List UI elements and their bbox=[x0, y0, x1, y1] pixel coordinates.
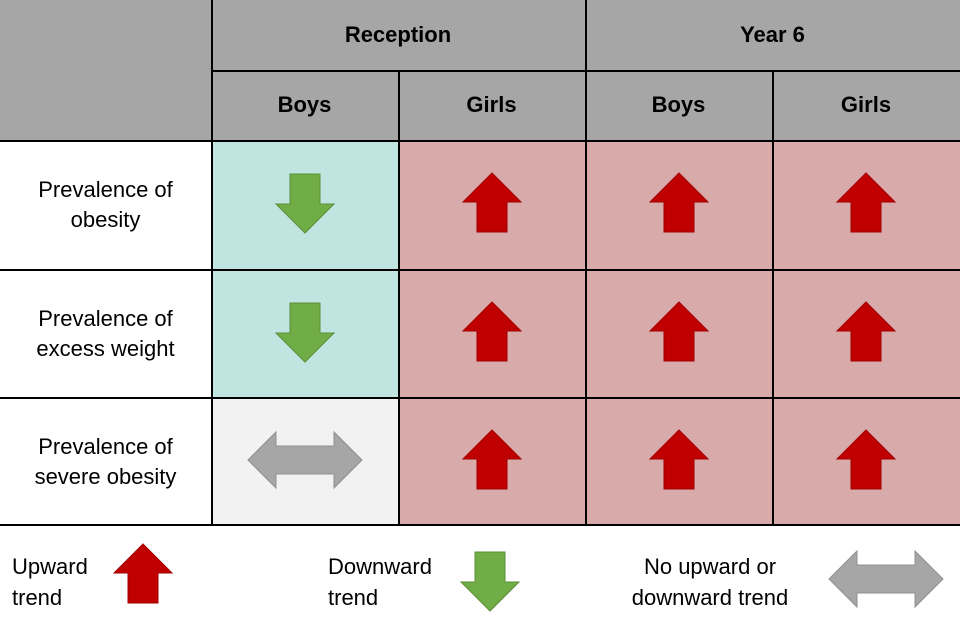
up-arrow bbox=[461, 172, 522, 233]
group-header-text: Year 6 bbox=[740, 22, 805, 47]
legend-label-text: Upward trend bbox=[12, 554, 88, 610]
grid-line bbox=[0, 397, 960, 399]
grid-line bbox=[398, 70, 400, 525]
grid-line bbox=[0, 140, 960, 142]
row-label: Prevalence of severe obesity bbox=[0, 398, 211, 525]
down-arrow bbox=[274, 173, 335, 234]
sub-header-text: Boys bbox=[651, 92, 706, 117]
sub-header: Girls bbox=[398, 70, 585, 140]
group-header-text: Reception bbox=[344, 22, 452, 47]
up-arrow bbox=[648, 172, 709, 233]
grid-line bbox=[0, 269, 960, 271]
grid-line bbox=[211, 70, 213, 525]
sub-header-text: Girls bbox=[840, 92, 892, 117]
legend-label-text: No upward or downward trend bbox=[631, 554, 789, 610]
down-arrow bbox=[274, 302, 335, 363]
row-label-text: Prevalence of severe obesity bbox=[34, 433, 177, 489]
sub-header: Boys bbox=[585, 70, 772, 140]
grid-line bbox=[585, 70, 587, 525]
legend-label: No upward or downward trend bbox=[612, 551, 808, 615]
legend-label-text: Downward trend bbox=[328, 554, 432, 610]
up-arrow bbox=[835, 428, 897, 489]
group-header: Year 6 bbox=[585, 0, 960, 70]
none-arrow bbox=[828, 549, 944, 609]
up-arrow bbox=[648, 428, 709, 489]
legend-label: Upward trend bbox=[12, 551, 112, 615]
up-arrow bbox=[461, 301, 522, 362]
group-header: Reception bbox=[211, 0, 585, 70]
sub-header-text: Girls bbox=[466, 92, 517, 117]
grid-line bbox=[0, 524, 960, 526]
row-label: Prevalence of obesity bbox=[0, 140, 211, 270]
up-arrow bbox=[835, 301, 897, 362]
row-label-text: Prevalence of obesity bbox=[38, 177, 173, 232]
grid-line bbox=[585, 0, 587, 70]
grid-line bbox=[211, 0, 213, 140]
grid-line bbox=[772, 70, 774, 525]
up-arrow bbox=[461, 428, 522, 489]
up-arrow bbox=[835, 172, 897, 233]
legend-label: Downward trend bbox=[328, 551, 448, 615]
down-arrow bbox=[459, 551, 521, 612]
header-blank bbox=[0, 0, 211, 140]
sub-header: Girls bbox=[772, 70, 960, 140]
sub-header-text: Boys bbox=[277, 92, 332, 117]
row-label: Prevalence of excess weight bbox=[0, 270, 211, 398]
sub-header: Boys bbox=[211, 70, 398, 140]
up-arrow bbox=[112, 543, 174, 604]
up-arrow bbox=[648, 301, 709, 362]
none-arrow bbox=[246, 430, 363, 489]
row-label-text: Prevalence of excess weight bbox=[36, 306, 175, 361]
